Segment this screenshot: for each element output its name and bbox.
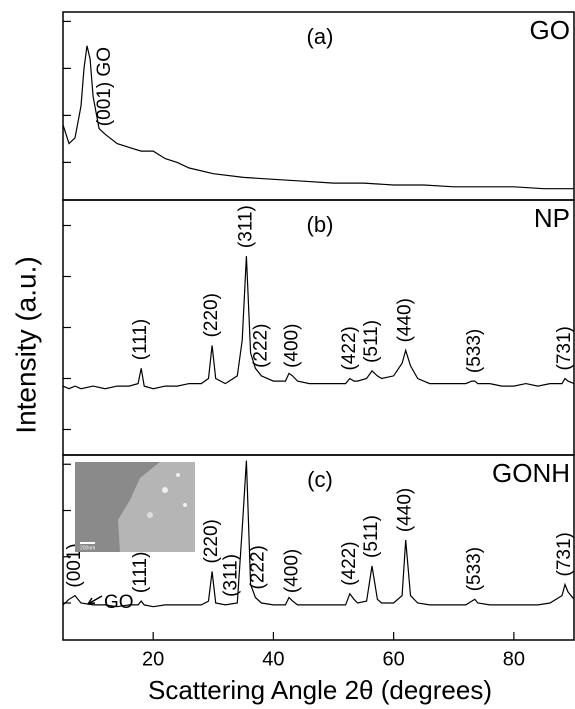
peak-annotation: (111)	[130, 319, 151, 361]
go-arrow-label: GO	[104, 592, 134, 613]
x-tick-label: 20	[142, 648, 164, 670]
panel: (a) GO (001) GO	[62, 11, 575, 201]
inset-dot	[183, 503, 187, 507]
panel-label: (b)	[307, 212, 334, 237]
inset-image: 200nm	[75, 462, 195, 552]
peak-annotation: (400)	[282, 549, 303, 593]
peak-annotation: (311)	[220, 554, 241, 597]
inset-dot	[147, 512, 153, 518]
peak-annotation: (400)	[282, 324, 303, 368]
inset-dot	[162, 487, 168, 493]
inset-dot	[176, 473, 180, 477]
x-tick-label: 40	[262, 648, 284, 670]
peak-annotation: (220)	[201, 293, 222, 337]
data-line	[62, 45, 574, 190]
peak-annotation: (440)	[395, 488, 416, 532]
inset-scale-label: 200nm	[80, 545, 95, 551]
panel-name: NP	[534, 203, 570, 233]
panel-label: (c)	[307, 467, 333, 492]
x-tick-label: 80	[503, 648, 525, 670]
data-line	[62, 460, 575, 608]
panel-name: GO	[530, 15, 570, 45]
peak-annotation: (731)	[554, 532, 575, 576]
peak-annotation: (311)	[235, 205, 256, 248]
panel-frame	[62, 11, 575, 201]
panel-name: GONH	[492, 458, 570, 488]
peak-annotation: (222)	[250, 324, 271, 368]
go-arrow	[87, 595, 103, 605]
peak-annotation: (422)	[339, 541, 360, 585]
peak-annotation: (511)	[361, 515, 382, 558]
peak-annotation: (511)	[361, 320, 382, 363]
peak-annotation: (422)	[339, 326, 360, 370]
panel-label: (a)	[307, 24, 334, 49]
x-axis-label: Scattering Angle 2θ (degrees)	[148, 675, 492, 705]
panel: (b) NP (111) (220) (311) (222) (400) (422) (511)…	[62, 199, 575, 456]
inset-particles	[118, 462, 195, 552]
peak-annotation: (222)	[247, 545, 268, 589]
y-axis-label: Intensity (a.u.)	[10, 256, 41, 433]
peak-annotation: (533)	[464, 329, 485, 373]
peak-annotation: (731)	[554, 326, 575, 370]
peak-annotation: (533)	[464, 547, 485, 591]
x-tick-label: 60	[383, 648, 405, 670]
peak-annotation: (001)	[64, 543, 85, 587]
peak-annotation: (440)	[395, 298, 416, 342]
peak-annotation: (111)	[130, 552, 151, 594]
peak-annotation: (220)	[201, 519, 222, 563]
data-line	[62, 256, 575, 390]
peak-annotation: (001) GO	[94, 47, 115, 126]
panel: 20 40 60 80 (c) GONH (001) (111) (220)(311) (222)…	[62, 454, 575, 670]
